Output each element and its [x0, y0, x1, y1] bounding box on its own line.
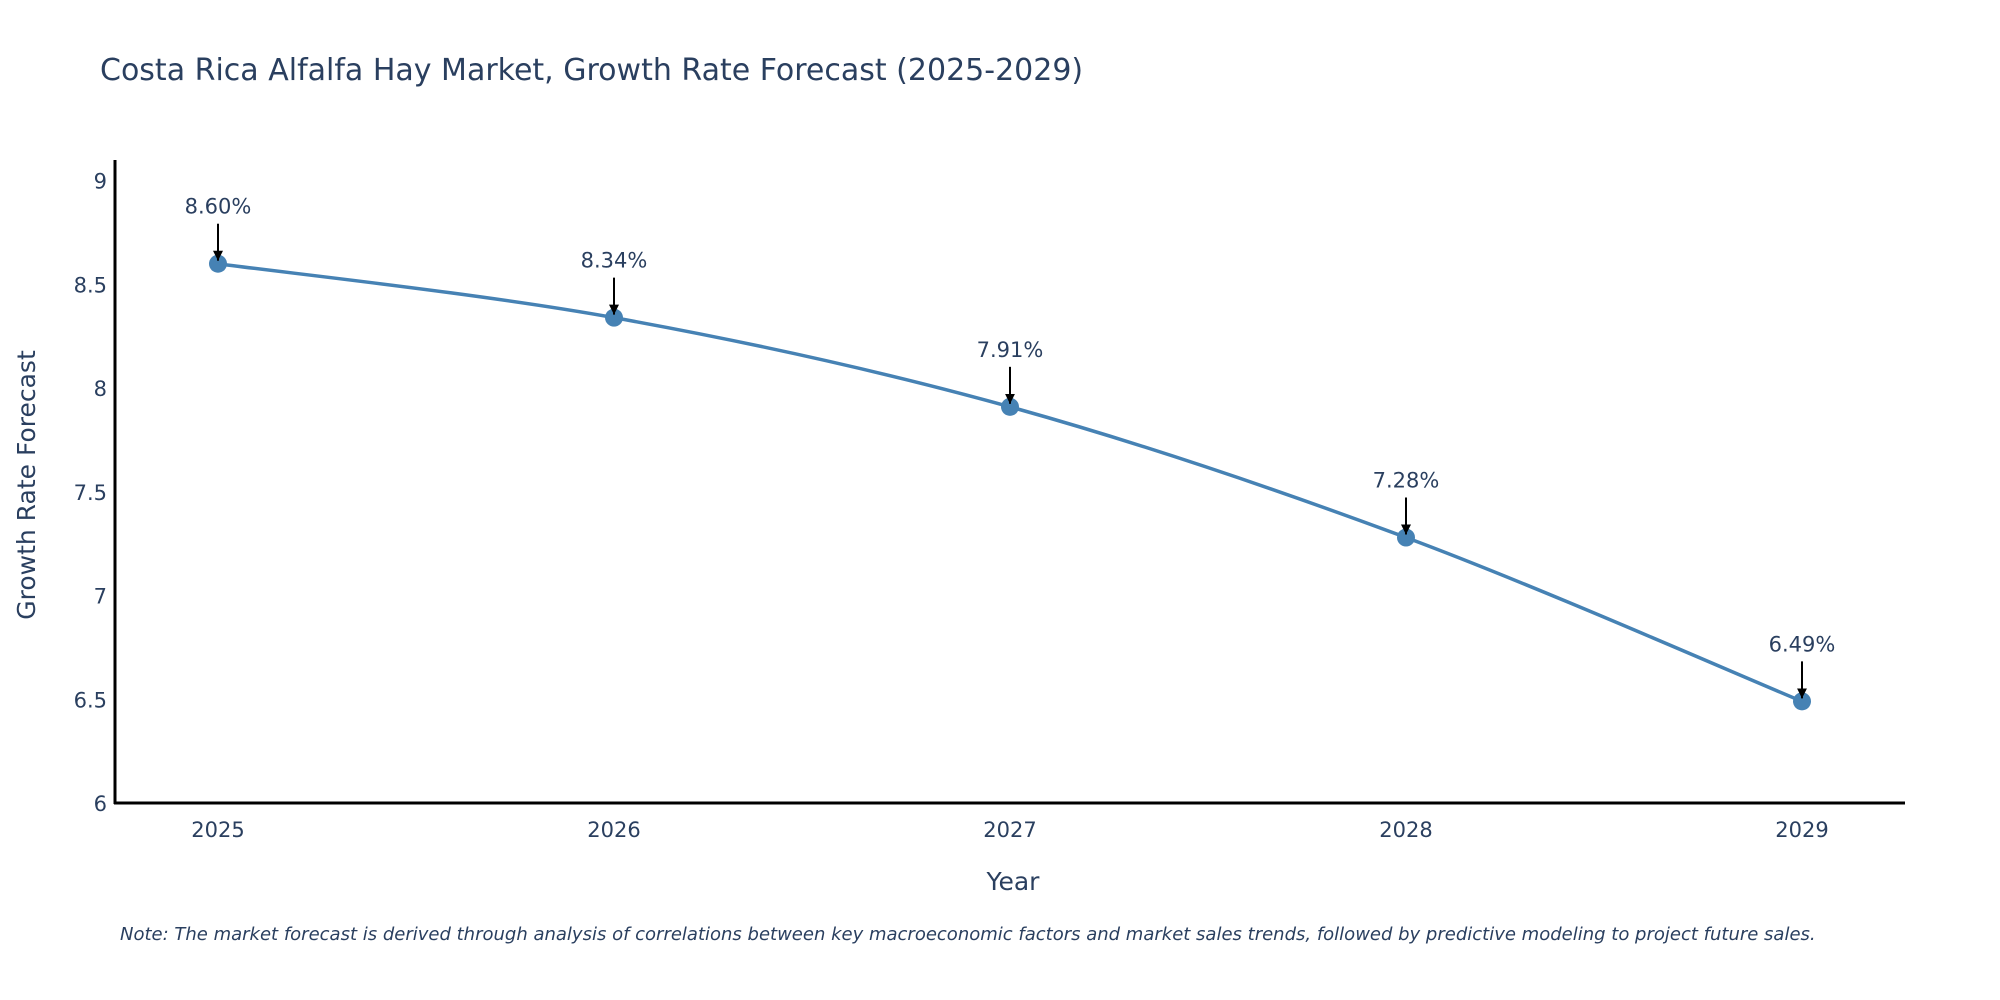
y-tick-label: 7.5	[74, 481, 107, 505]
series-line	[217, 261, 1803, 703]
chart-note: Note: The market forecast is derived thr…	[120, 924, 1816, 945]
x-tick-label: 2025	[191, 818, 244, 842]
y-tick-label: 7	[94, 585, 107, 609]
chart-title: Costa Rica Alfalfa Hay Market, Growth Ra…	[100, 53, 1083, 88]
x-axis-title: Year	[986, 867, 1041, 896]
y-tick-label: 8.5	[74, 273, 107, 297]
y-tick-label: 6.5	[74, 688, 107, 712]
y-tick-label: 8	[94, 377, 107, 401]
x-tick-label: 2029	[1775, 818, 1828, 842]
plot-area: 6 6.5 7 7.5 8 8.5 9 2025 2026 2027 2028 2029 8.60% 8.…	[74, 160, 1905, 842]
data-label: 8.60%	[185, 195, 252, 219]
data-label: 6.49%	[1769, 632, 1836, 656]
y-axis-title: Growth Rate Forecast	[12, 350, 41, 620]
x-tick-label: 2026	[587, 818, 640, 842]
data-label: 8.34%	[581, 249, 648, 273]
x-tick-label: 2027	[983, 818, 1036, 842]
data-label: 7.28%	[1373, 469, 1440, 493]
x-tick-label: 2028	[1379, 818, 1432, 842]
y-tick-label: 9	[94, 170, 107, 194]
y-tick-label: 6	[94, 792, 107, 816]
data-label: 7.91%	[977, 338, 1044, 362]
